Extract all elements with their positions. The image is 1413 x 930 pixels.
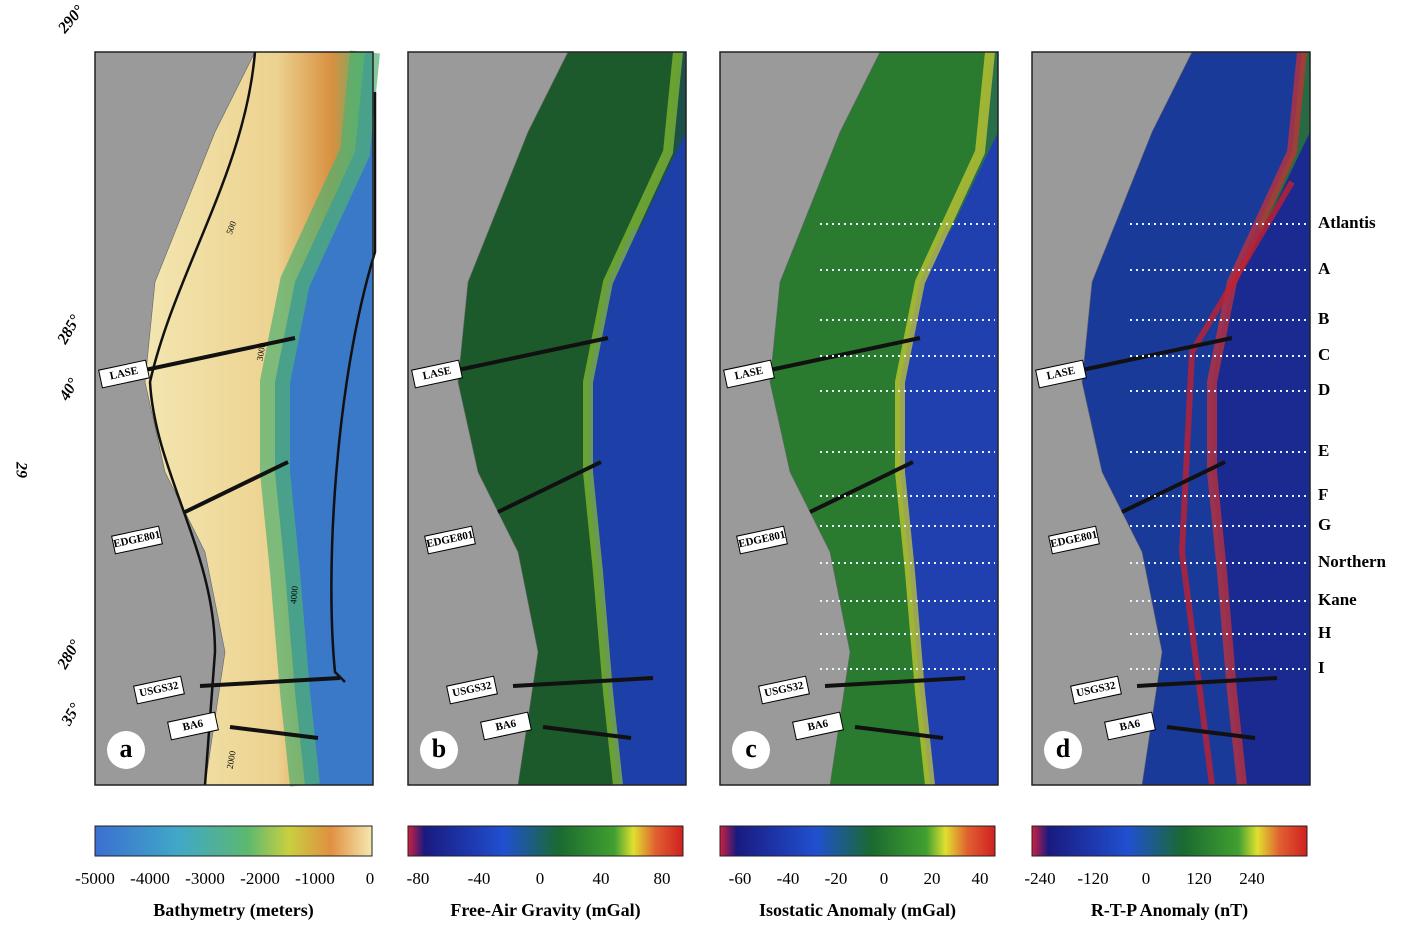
colorbar-tick-label: -4000 bbox=[130, 869, 170, 888]
colorbar-tick-label: 0 bbox=[880, 869, 889, 888]
colorbar-tick-label: -2000 bbox=[240, 869, 280, 888]
colorbar-tick-label: -240 bbox=[1024, 869, 1055, 888]
coordinate: 280° bbox=[54, 637, 85, 673]
coordinate: 290° bbox=[54, 2, 88, 37]
profile-line-label: Northern bbox=[1318, 552, 1387, 571]
figure: 29 290° 285° 40° 280° 35° LASEEDGE801USG… bbox=[0, 0, 1413, 930]
colorbar bbox=[1032, 826, 1307, 856]
page-number: 29 bbox=[12, 461, 29, 478]
colorbar-tick-label: 120 bbox=[1186, 869, 1212, 888]
panel-letter: a bbox=[120, 734, 133, 763]
colorbar bbox=[95, 826, 372, 856]
coordinate: 285° bbox=[54, 312, 85, 348]
coordinate: 40° bbox=[56, 375, 83, 404]
panel-letter: b bbox=[432, 734, 446, 763]
colorbar-tick-label: 0 bbox=[536, 869, 545, 888]
colorbar-tick-label: 80 bbox=[654, 869, 671, 888]
profile-line-label: Atlantis bbox=[1318, 213, 1376, 232]
colorbar-title: Free-Air Gravity (mGal) bbox=[450, 900, 640, 921]
map-panel: LASEEDGE801USGS32BA6d bbox=[1032, 52, 1310, 785]
map-panel: LASEEDGE801USGS32BA6b bbox=[408, 52, 686, 785]
colorbar-tick-label: 40 bbox=[972, 869, 989, 888]
profile-line-label: I bbox=[1318, 658, 1325, 677]
profile-line-label: Kane bbox=[1318, 590, 1357, 609]
profile-line-label: H bbox=[1318, 623, 1331, 642]
profile-line-label: D bbox=[1318, 380, 1330, 399]
colorbar-tick-label: 0 bbox=[1142, 869, 1151, 888]
profile-line-label: A bbox=[1318, 259, 1331, 278]
colorbar-title: R-T-P Anomaly (nT) bbox=[1091, 900, 1248, 921]
colorbar-tick-label: -3000 bbox=[185, 869, 225, 888]
colorbar-tick-label: -120 bbox=[1077, 869, 1108, 888]
colorbar-tick-label: -60 bbox=[729, 869, 752, 888]
colorbar-tick-label: -40 bbox=[777, 869, 800, 888]
panel-letter: c bbox=[745, 734, 757, 763]
colorbar bbox=[720, 826, 995, 856]
colorbar-tick-label: -1000 bbox=[295, 869, 335, 888]
contour-label: 4000 bbox=[288, 585, 300, 604]
colorbar-title: Bathymetry (meters) bbox=[153, 900, 313, 921]
colorbar-tick-label: 240 bbox=[1239, 869, 1265, 888]
profile-line-label: B bbox=[1318, 309, 1329, 328]
panel-letter: d bbox=[1056, 734, 1071, 763]
colorbar-tick-label: 40 bbox=[593, 869, 610, 888]
profile-line-label: F bbox=[1318, 485, 1328, 504]
colorbar-tick-label: -80 bbox=[407, 869, 430, 888]
colorbar-tick-label: -5000 bbox=[75, 869, 115, 888]
colorbar-tick-label: 20 bbox=[924, 869, 941, 888]
profile-line-label: C bbox=[1318, 345, 1330, 364]
profile-line-label: G bbox=[1318, 515, 1331, 534]
profile-line-label: E bbox=[1318, 441, 1329, 460]
colorbar bbox=[408, 826, 683, 856]
colorbar-tick-label: 0 bbox=[366, 869, 375, 888]
colorbar-tick-label: -40 bbox=[468, 869, 491, 888]
colorbar-tick-label: -20 bbox=[825, 869, 848, 888]
colorbar-title: Isostatic Anomaly (mGal) bbox=[759, 900, 956, 921]
coordinate: 35° bbox=[58, 700, 85, 729]
